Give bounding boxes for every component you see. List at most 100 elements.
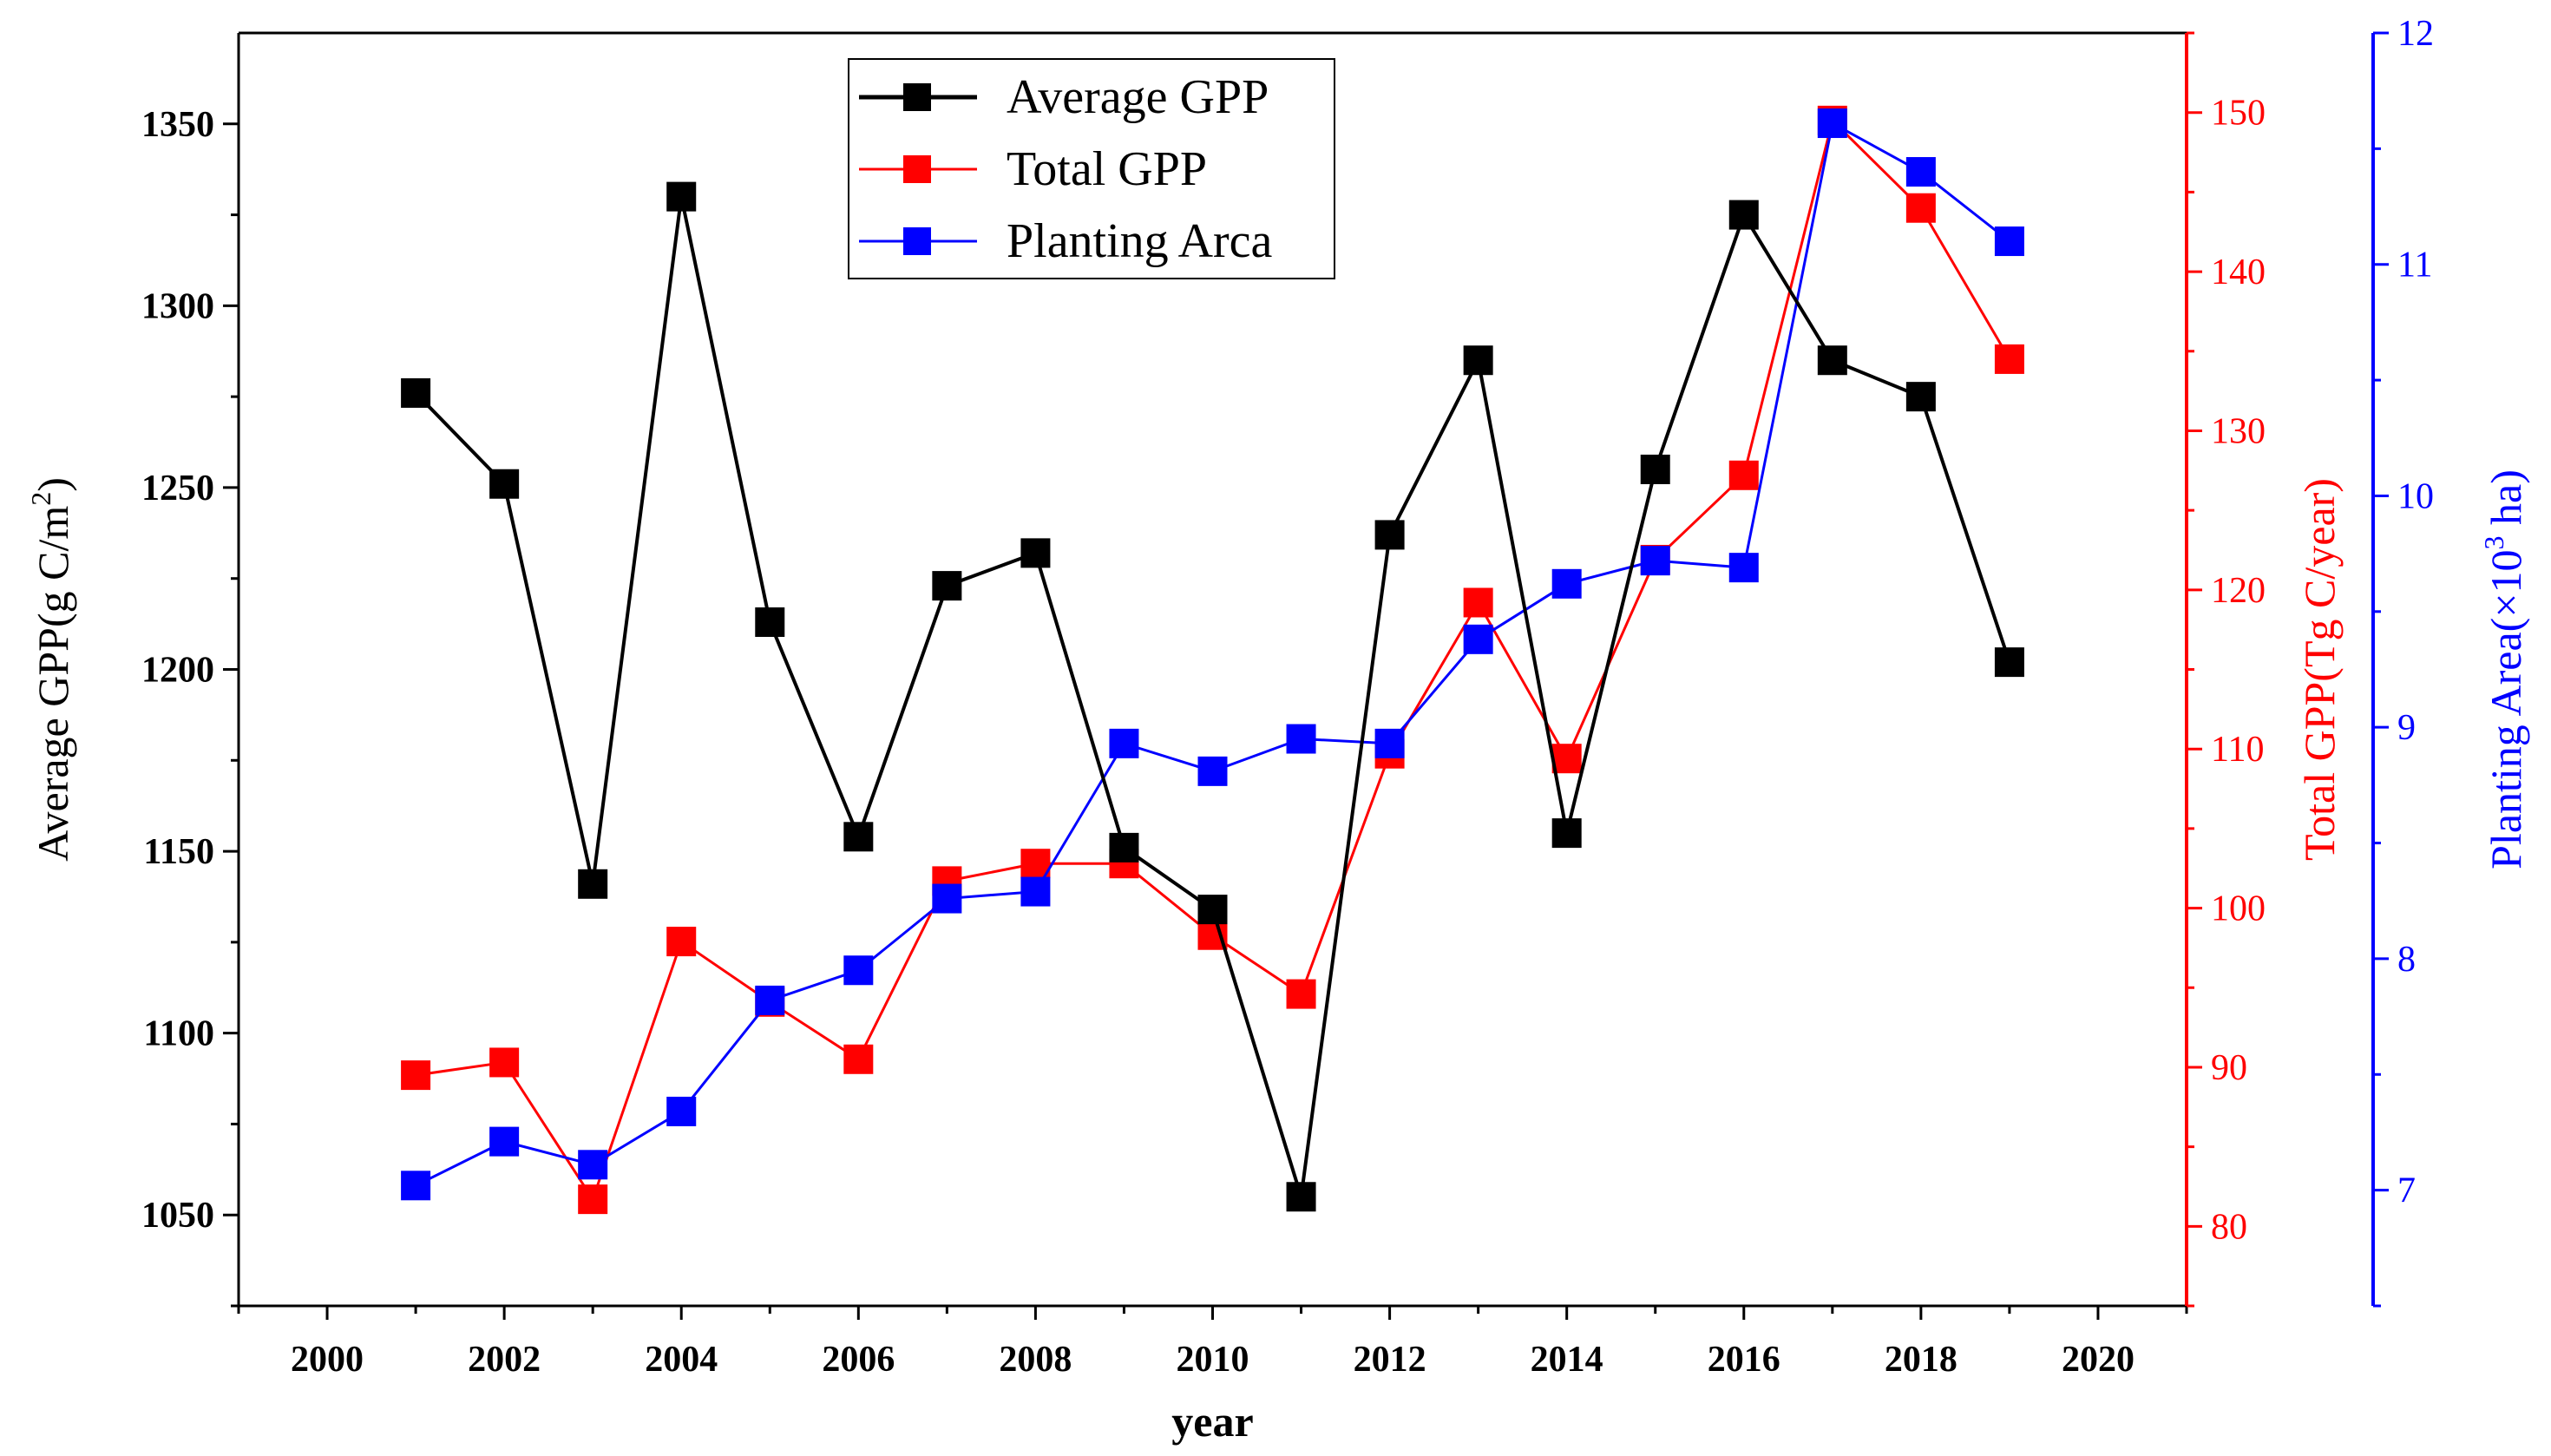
data-point-planting-arca: [489, 1126, 520, 1157]
data-point-planting-arca: [932, 883, 962, 914]
x-tick-label: 2010: [1177, 1340, 1249, 1380]
y-axis-planting-area: 7 8 9 10 11 12 Planting Area(×103 ha): [2373, 14, 2530, 1308]
data-point-average-gpp: [1286, 1182, 1316, 1212]
data-point-planting-arca: [1374, 728, 1405, 758]
right1-tick-label: 140: [2211, 253, 2266, 292]
data-point-planting-arca: [1286, 724, 1316, 754]
data-point-total-gpp: [1905, 193, 1936, 223]
series-layer: [401, 105, 2024, 1215]
left-axis-label-sup: 2: [25, 492, 56, 506]
right2-tick-label: 11: [2397, 246, 2432, 285]
legend-label: Total GPP: [1007, 142, 1207, 196]
series-line-average-gpp: [414, 196, 2011, 1197]
left-tick-label: 1250: [141, 469, 214, 508]
right2-tick-label: 9: [2397, 708, 2416, 748]
data-point-planting-arca: [666, 1096, 697, 1126]
data-point-average-gpp: [932, 571, 962, 601]
data-point-planting-arca: [1197, 756, 1228, 786]
right2-axis-label: Planting Area(×103 ha): [2478, 469, 2530, 869]
right2-tick-label: 10: [2397, 476, 2434, 516]
data-point-average-gpp: [1817, 345, 1847, 376]
right1-tick-label: 80: [2211, 1207, 2247, 1247]
right2-axis-label-main: Planting Area(×10: [2482, 549, 2530, 869]
x-tick-label: 2012: [1354, 1340, 1426, 1380]
left-axis-label: Average GPP(g C/m2): [25, 477, 77, 862]
data-point-average-gpp: [1728, 200, 1759, 230]
data-point-planting-arca: [578, 1150, 608, 1180]
data-point-average-gpp: [489, 469, 520, 499]
data-point-planting-arca: [1994, 226, 2024, 257]
left-tick-label: 1150: [143, 832, 214, 872]
x-axis: 2000 2002 2004 2006 2008 2010 2012 2014 2016 2018…: [237, 1306, 2188, 1446]
x-tick-label: 2018: [1885, 1340, 1958, 1380]
data-point-planting-arca: [1463, 624, 1493, 654]
x-tick-label: 2008: [999, 1340, 1072, 1380]
legend-marker: [903, 83, 931, 111]
data-point-average-gpp: [401, 377, 431, 408]
x-axis-label: year: [1171, 1397, 1253, 1446]
data-point-average-gpp: [1551, 818, 1582, 849]
data-point-average-gpp: [1905, 382, 1936, 412]
left-tick-label: 1050: [141, 1196, 214, 1236]
right1-tick-label: 120: [2211, 571, 2266, 611]
right1-tick-label: 100: [2211, 889, 2266, 929]
x-tick-label: 2004: [645, 1340, 718, 1380]
data-point-total-gpp: [1728, 460, 1759, 490]
legend-label: Planting Arca: [1007, 214, 1273, 268]
data-point-planting-arca: [1109, 728, 1139, 758]
left-tick-label: 1350: [141, 105, 214, 145]
data-point-total-gpp: [1551, 744, 1582, 774]
right2-axis-label-sup: 3: [2478, 535, 2509, 549]
right2-tick-label: 12: [2397, 14, 2434, 54]
x-tick-label: 2000: [291, 1340, 364, 1380]
legend-marker: [903, 155, 931, 183]
left-tick-label: 1100: [143, 1014, 214, 1054]
left-axis-label-main: Average GPP(g C/m: [29, 506, 77, 862]
data-point-total-gpp: [843, 1044, 874, 1074]
right2-tick-label: 7: [2397, 1171, 2416, 1211]
data-point-average-gpp: [578, 869, 608, 899]
data-point-average-gpp: [666, 181, 697, 212]
data-point-planting-arca: [1640, 546, 1670, 576]
data-point-planting-arca: [755, 985, 785, 1015]
data-point-planting-arca: [1020, 876, 1051, 907]
data-point-average-gpp: [1463, 345, 1493, 376]
data-point-total-gpp: [1994, 344, 2024, 374]
data-point-total-gpp: [1463, 587, 1493, 618]
data-point-planting-arca: [1905, 157, 1936, 187]
x-tick-label: 2006: [822, 1340, 895, 1380]
right1-tick-label: 90: [2211, 1048, 2247, 1088]
right2-tick-label: 8: [2397, 940, 2416, 980]
x-tick-label: 2014: [1531, 1340, 1603, 1380]
series-total-gpp: [401, 105, 2024, 1215]
right1-tick-label: 110: [2211, 730, 2264, 770]
data-point-total-gpp: [489, 1047, 520, 1078]
data-point-average-gpp: [1994, 647, 2024, 678]
data-point-average-gpp: [1640, 454, 1670, 484]
right1-tick-label: 150: [2211, 94, 2266, 134]
data-point-average-gpp: [1374, 520, 1405, 550]
left-tick-label: 1200: [141, 651, 214, 691]
data-point-total-gpp: [401, 1060, 431, 1091]
data-point-total-gpp: [578, 1184, 608, 1215]
series-planting-arca: [401, 108, 2024, 1201]
series-line-planting-arca: [415, 121, 2010, 1187]
x-tick-label: 2020: [2062, 1340, 2135, 1380]
data-point-planting-arca: [1817, 108, 1847, 139]
data-point-planting-arca: [843, 955, 874, 986]
x-tick-label: 2016: [1708, 1340, 1780, 1380]
data-point-planting-arca: [401, 1171, 431, 1201]
series-line-total-gpp: [415, 117, 2011, 1203]
right1-tick-label: 130: [2211, 411, 2266, 451]
right2-axis-label-end: ha): [2482, 469, 2530, 535]
data-point-average-gpp: [1197, 895, 1228, 925]
data-point-planting-arca: [1551, 568, 1582, 599]
data-point-average-gpp: [843, 822, 874, 852]
data-point-average-gpp: [1109, 832, 1139, 862]
right1-axis-label: Total GPP(Tg C/year): [2295, 478, 2344, 861]
data-point-planting-arca: [1728, 553, 1759, 583]
legend-marker: [903, 227, 931, 255]
legend: Average GPP Total GPP Planting Arca: [848, 58, 1335, 279]
left-axis-label-end: ): [29, 477, 77, 492]
legend-label: Average GPP: [1007, 70, 1269, 124]
